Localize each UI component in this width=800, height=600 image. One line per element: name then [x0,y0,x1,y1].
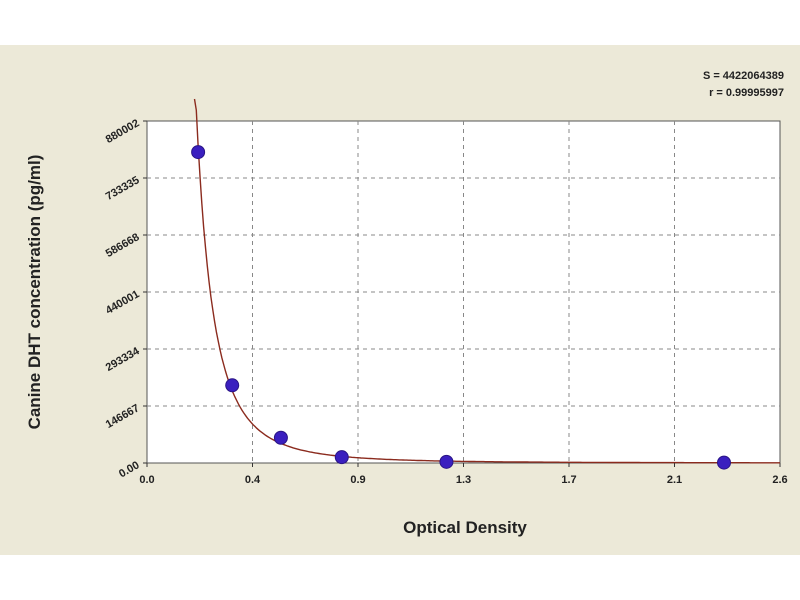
y-tick-label: 0.00 [117,459,142,480]
x-tick-label: 0.9 [350,474,365,486]
data-point [225,378,240,393]
y-tick-label: 733335 [104,174,142,203]
standard-curve-chart: 0.0 0.4 0.9 1.3 1.7 2.1 2.6 0.00 146667 293334 44… [25,70,788,537]
x-axis-ticks: 0.0 0.4 0.9 1.3 1.7 2.1 2.6 [139,463,788,486]
equation-line-1: S = 4422064389 [703,70,784,82]
x-tick-label: 0.0 [139,474,154,486]
x-tick-label: 0.4 [245,474,261,486]
x-tick-label: 1.7 [561,474,576,486]
y-tick-label: 880002 [104,117,142,146]
chart-frame: 0.0 0.4 0.9 1.3 1.7 2.1 2.6 0.00 146667 293334 44… [0,45,800,555]
x-tick-label: 2.6 [772,474,787,486]
fit-curve [193,98,780,464]
data-points [191,145,732,470]
equation-line-2: r = 0.99995997 [709,87,784,99]
data-point [191,145,206,160]
x-tick-label: 1.3 [456,474,471,486]
y-axis-ticks: 0.00 146667 293334 440001 586668 733335 880002 [104,117,147,480]
data-point [334,450,349,465]
fit-curve-group [193,98,780,464]
y-tick-label: 440001 [104,288,142,317]
y-tick-label: 146667 [104,402,142,431]
x-axis-title: Optical Density [403,518,527,537]
y-tick-label: 293334 [104,345,143,374]
data-point [717,455,732,470]
y-tick-label: 586668 [104,231,142,260]
x-tick-label: 2.1 [667,474,682,486]
y-axis-title: Canine DHT concentration (pg/ml) [25,155,44,430]
gridlines [147,121,780,463]
data-point [439,454,454,469]
data-point [273,430,288,445]
